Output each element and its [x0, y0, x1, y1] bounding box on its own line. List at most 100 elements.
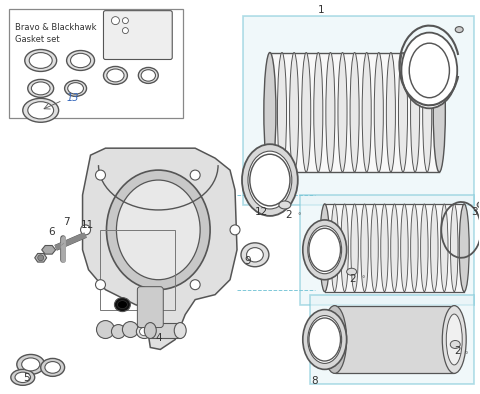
Polygon shape — [42, 245, 56, 254]
Text: 13: 13 — [66, 93, 79, 103]
Ellipse shape — [361, 204, 368, 292]
Ellipse shape — [41, 359, 65, 376]
Bar — [270, 52, 439, 172]
Ellipse shape — [68, 83, 84, 94]
Ellipse shape — [107, 69, 124, 82]
Circle shape — [190, 280, 200, 290]
Ellipse shape — [398, 52, 408, 172]
Polygon shape — [243, 16, 474, 205]
Ellipse shape — [381, 204, 388, 292]
Text: 2: 2 — [454, 346, 461, 357]
Text: 12: 12 — [255, 207, 268, 217]
Ellipse shape — [409, 43, 449, 98]
Bar — [324, 204, 464, 292]
Bar — [100, 230, 175, 310]
Text: 2: 2 — [285, 210, 291, 220]
Ellipse shape — [96, 321, 114, 338]
Ellipse shape — [118, 301, 127, 309]
Ellipse shape — [141, 70, 156, 81]
Polygon shape — [35, 253, 47, 262]
Circle shape — [190, 170, 200, 180]
Ellipse shape — [423, 52, 432, 172]
Text: 11: 11 — [81, 220, 94, 230]
Ellipse shape — [25, 50, 57, 71]
Text: Bravo & Blackhawk: Bravo & Blackhawk — [15, 22, 96, 32]
Ellipse shape — [309, 228, 340, 271]
Ellipse shape — [22, 358, 40, 371]
Ellipse shape — [320, 204, 330, 292]
Ellipse shape — [71, 53, 91, 68]
Ellipse shape — [308, 316, 342, 363]
Ellipse shape — [321, 204, 328, 292]
Circle shape — [96, 170, 106, 180]
Text: 8: 8 — [312, 376, 318, 387]
Ellipse shape — [28, 80, 54, 97]
Polygon shape — [300, 195, 474, 305]
Ellipse shape — [314, 52, 323, 172]
Ellipse shape — [107, 170, 210, 290]
Ellipse shape — [477, 202, 480, 208]
Ellipse shape — [28, 102, 54, 119]
Ellipse shape — [136, 325, 152, 338]
Ellipse shape — [140, 327, 149, 336]
Text: Gasket set: Gasket set — [15, 35, 60, 44]
Ellipse shape — [31, 82, 50, 95]
Circle shape — [122, 18, 128, 24]
Ellipse shape — [446, 314, 462, 365]
Ellipse shape — [104, 67, 127, 84]
Bar — [150, 323, 180, 338]
Ellipse shape — [391, 204, 398, 292]
Ellipse shape — [435, 52, 444, 172]
Ellipse shape — [351, 204, 359, 292]
Text: 9: 9 — [244, 256, 251, 266]
Circle shape — [230, 225, 240, 235]
Ellipse shape — [303, 310, 347, 370]
Ellipse shape — [111, 325, 125, 338]
Ellipse shape — [455, 27, 463, 33]
Ellipse shape — [401, 204, 408, 292]
Bar — [335, 306, 454, 374]
Ellipse shape — [114, 297, 131, 312]
Ellipse shape — [279, 201, 291, 209]
Ellipse shape — [341, 204, 348, 292]
Ellipse shape — [11, 370, 35, 385]
Ellipse shape — [459, 204, 469, 292]
Ellipse shape — [371, 204, 378, 292]
Ellipse shape — [17, 355, 45, 374]
Text: 1: 1 — [318, 5, 324, 15]
Ellipse shape — [308, 226, 342, 274]
Text: 6: 6 — [48, 227, 55, 237]
Polygon shape — [310, 295, 474, 384]
Ellipse shape — [248, 151, 292, 209]
Text: °: ° — [361, 277, 365, 283]
Ellipse shape — [433, 52, 445, 172]
Text: 5: 5 — [23, 374, 29, 383]
Ellipse shape — [15, 372, 31, 383]
Ellipse shape — [303, 220, 347, 280]
Ellipse shape — [277, 52, 287, 172]
Circle shape — [122, 28, 128, 33]
Ellipse shape — [122, 322, 138, 338]
Ellipse shape — [350, 52, 359, 172]
Ellipse shape — [264, 52, 276, 172]
Ellipse shape — [117, 180, 200, 280]
Ellipse shape — [460, 204, 468, 292]
Ellipse shape — [289, 52, 299, 172]
Text: 7: 7 — [62, 217, 69, 227]
Text: °: ° — [464, 352, 468, 359]
Ellipse shape — [65, 80, 86, 97]
Circle shape — [96, 280, 106, 290]
Ellipse shape — [250, 154, 290, 206]
Polygon shape — [83, 148, 237, 349]
Ellipse shape — [265, 52, 275, 172]
Ellipse shape — [301, 52, 311, 172]
Text: 4: 4 — [156, 333, 162, 344]
Ellipse shape — [138, 67, 158, 84]
Ellipse shape — [67, 50, 95, 71]
Bar — [9, 9, 183, 118]
Ellipse shape — [29, 52, 52, 69]
Ellipse shape — [442, 306, 466, 374]
Ellipse shape — [347, 268, 357, 275]
Ellipse shape — [411, 204, 418, 292]
Ellipse shape — [247, 247, 264, 262]
